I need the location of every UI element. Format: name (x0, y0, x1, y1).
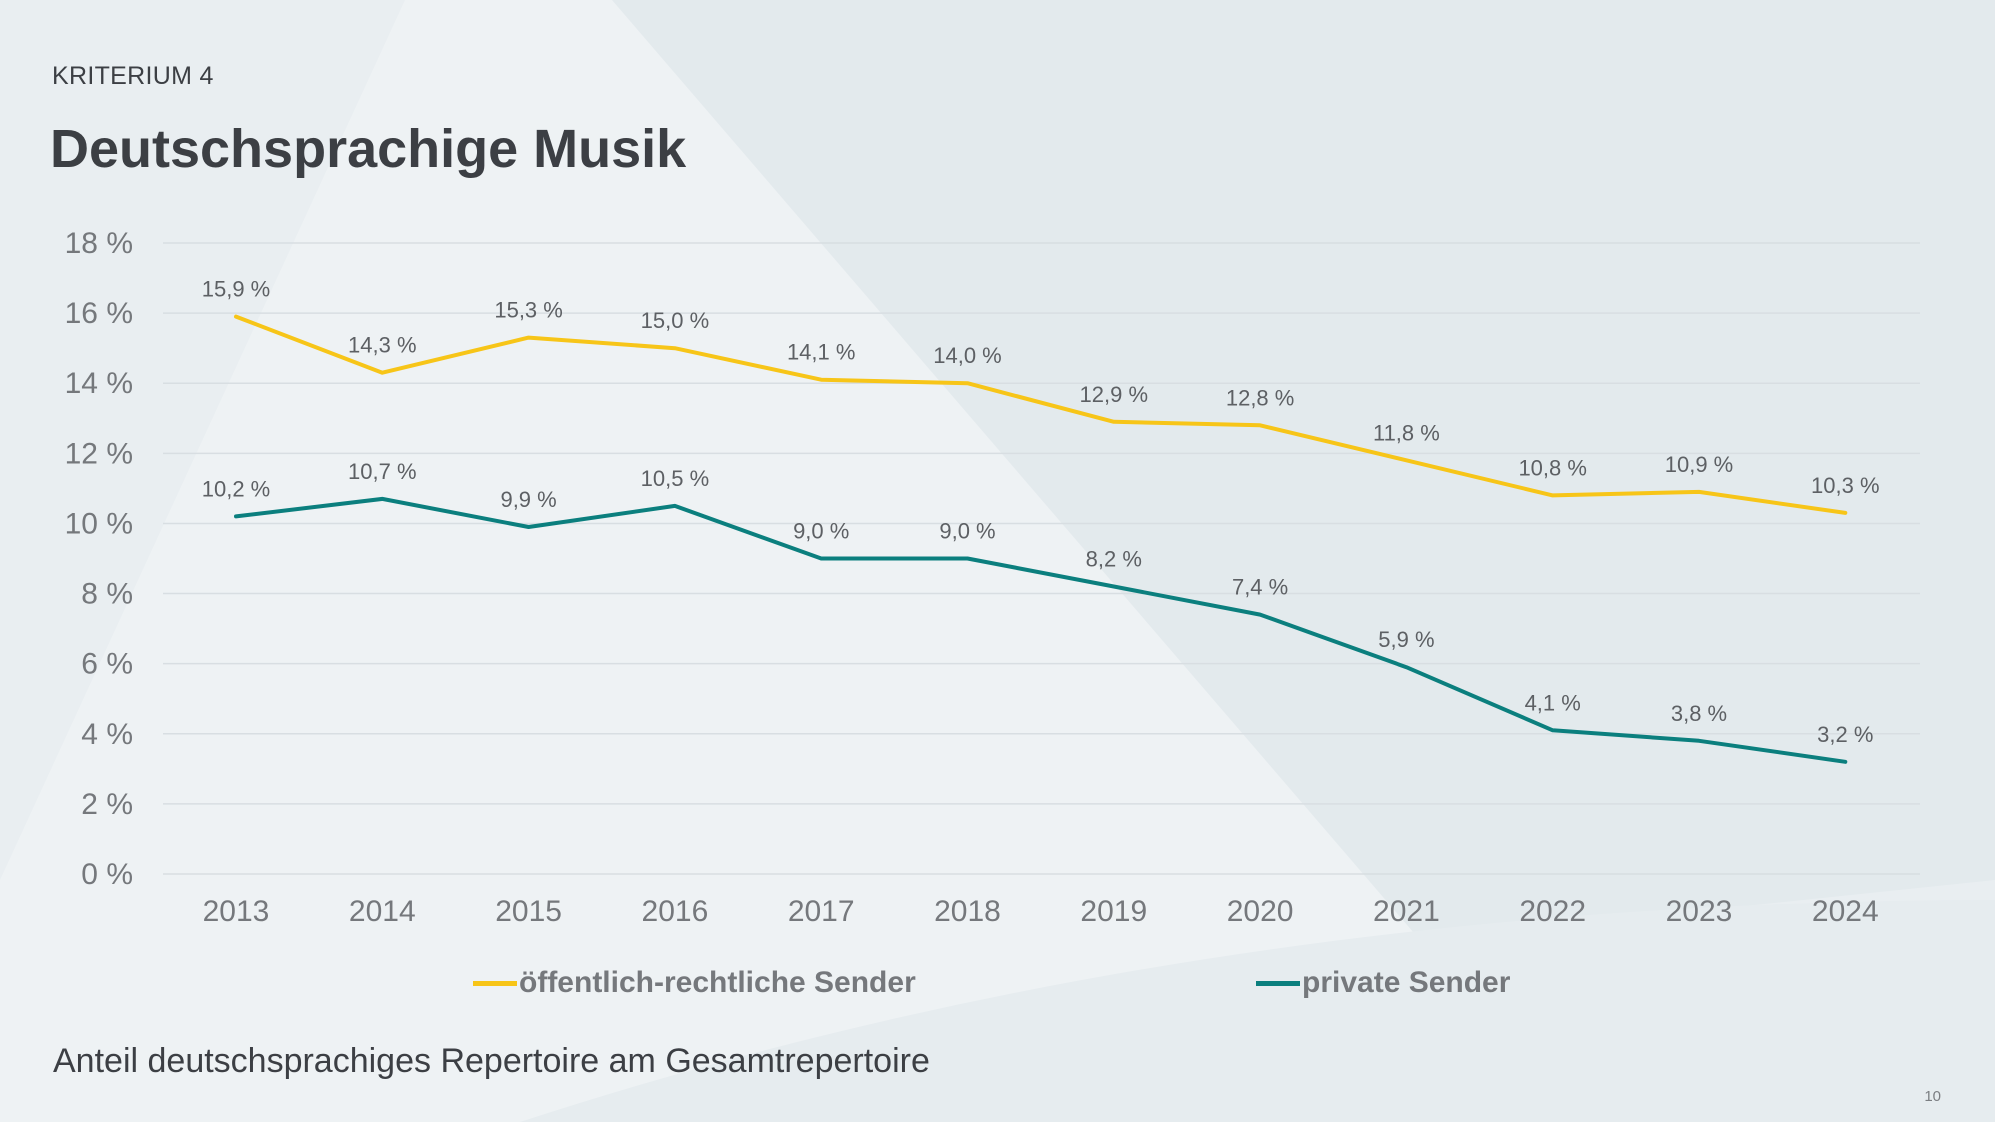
x-tick-label: 2018 (934, 895, 1001, 928)
page-number: 10 (1924, 1088, 1941, 1105)
data-label-private: 3,8 % (1671, 701, 1727, 726)
y-tick-label: 16 % (65, 297, 133, 330)
x-axis-ticks: 2013 2014 2015 2016 2017 2018 2019 2020 2021 2022… (203, 895, 1879, 928)
data-label-public: 14,1 % (787, 340, 856, 365)
y-tick-label: 8 % (81, 578, 133, 611)
data-label-public: 10,9 % (1665, 452, 1734, 477)
section-kicker: KRITERIUM 4 (52, 62, 214, 90)
series-line-public (234, 314, 1848, 515)
data-label-public: 12,8 % (1226, 385, 1295, 410)
y-tick-label: 12 % (65, 437, 133, 470)
x-tick-label: 2023 (1666, 895, 1733, 928)
data-label-public: 11,8 % (1373, 420, 1440, 445)
legend-swatch-public (473, 980, 517, 986)
legend-swatch-private (1256, 980, 1300, 986)
x-tick-label: 2019 (1080, 895, 1147, 928)
background-curve (520, 900, 1995, 1122)
x-tick-label: 2024 (1812, 895, 1879, 928)
data-label-public: 14,3 % (348, 333, 417, 358)
data-label-private: 7,4 % (1232, 575, 1288, 600)
data-label-private: 3,2 % (1817, 722, 1873, 747)
x-tick-label: 2021 (1373, 895, 1440, 928)
legend-item-private: private Sender (1256, 966, 1510, 1000)
data-label-private: 10,5 % (641, 466, 710, 491)
x-tick-label: 2013 (203, 895, 270, 928)
y-tick-label: 0 % (81, 858, 133, 891)
gridlines (163, 242, 1920, 875)
x-tick-label: 2020 (1227, 895, 1294, 928)
data-label-public: 12,9 % (1080, 382, 1149, 407)
data-label-private: 8,2 % (1086, 547, 1142, 572)
x-tick-label: 2016 (642, 895, 709, 928)
data-label-public: 15,3 % (494, 298, 563, 323)
x-tick-label: 2017 (788, 895, 855, 928)
data-label-public: 10,8 % (1518, 455, 1587, 480)
x-tick-label: 2014 (349, 895, 416, 928)
y-tick-label: 10 % (65, 507, 133, 540)
y-tick-label: 6 % (81, 648, 133, 681)
background-dark-wedge (612, 0, 1995, 940)
data-label-private: 4,1 % (1525, 690, 1581, 715)
series-lines (234, 314, 1848, 764)
y-tick-label: 14 % (65, 367, 133, 400)
data-label-private: 10,7 % (348, 459, 417, 484)
data-label-private: 9,0 % (939, 519, 995, 544)
chart-caption: Anteil deutschsprachiges Repertoire am G… (53, 1042, 930, 1080)
legend-label-private: private Sender (1302, 966, 1511, 999)
legend-item-public: öffentlich-rechtliche Sender (473, 966, 916, 1000)
data-label-public: 15,9 % (202, 277, 271, 302)
data-label-private: 9,0 % (793, 519, 849, 544)
legend-label-public: öffentlich-rechtliche Sender (519, 966, 916, 999)
data-label-private: 5,9 % (1378, 627, 1434, 652)
data-label-private: 10,2 % (202, 476, 271, 501)
data-label-public: 14,0 % (933, 343, 1002, 368)
chart-legend: öffentlich-rechtliche Sender private Sen… (0, 966, 1995, 1006)
background-light-wedge (0, 0, 1420, 1122)
y-axis-ticks: 0 % 2 % 4 % 6 % 8 % 10 % 12 % 14 % 16 % 18 % (65, 227, 133, 891)
data-label-public: 10,3 % (1811, 473, 1880, 498)
data-label-private: 9,9 % (500, 487, 556, 512)
y-tick-label: 18 % (65, 227, 133, 260)
y-tick-label: 4 % (81, 718, 133, 751)
x-tick-label: 2015 (495, 895, 562, 928)
data-labels: 15,9 % 14,3 % 15,3 % 15,0 % 14,1 % 14,0 % 12,9… (202, 277, 1880, 747)
data-label-public: 15,0 % (641, 308, 710, 333)
line-chart: 0 % 2 % 4 % 6 % 8 % 10 % 12 % 14 % 16 % 18 % 2013… (65, 227, 1920, 928)
page-title: Deutschsprachige Musik (50, 119, 687, 179)
y-tick-label: 2 % (81, 788, 133, 821)
x-tick-label: 2022 (1519, 895, 1586, 928)
series-line-private (234, 496, 1848, 764)
